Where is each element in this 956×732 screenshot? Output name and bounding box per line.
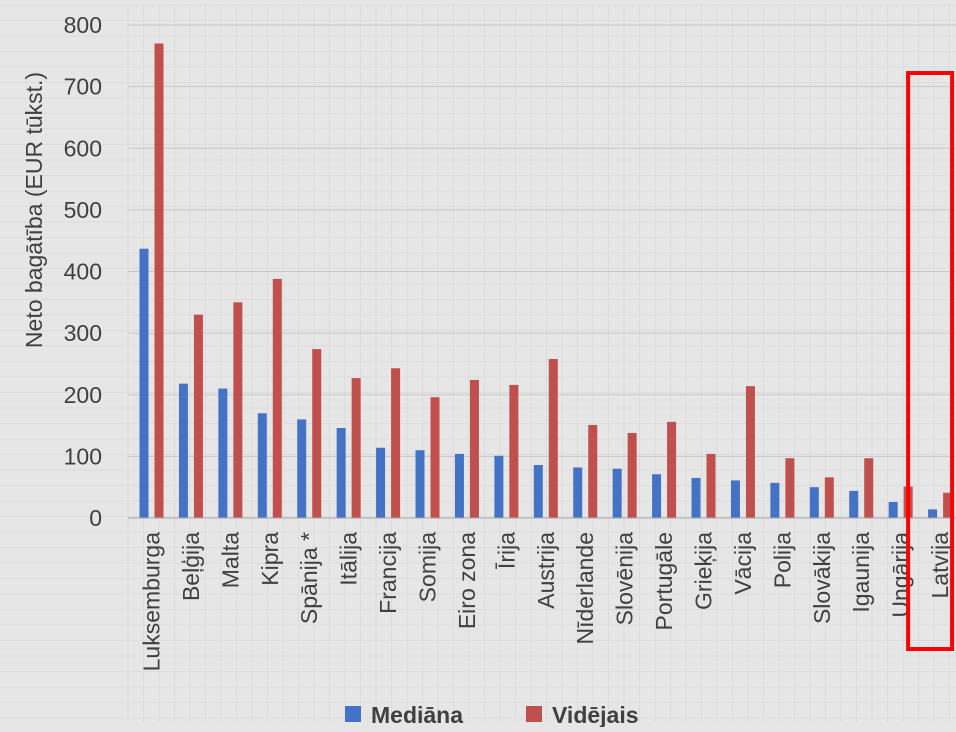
x-tick-label: Austrija — [533, 532, 559, 609]
bar-mediana — [257, 413, 267, 518]
bar-mediana — [178, 383, 188, 518]
x-tick-label: Slovēnija — [612, 532, 638, 626]
legend: Mediāna Vidējais — [345, 702, 639, 728]
bar-mediana — [297, 419, 307, 518]
bar-mediana — [770, 482, 780, 518]
bar-videjais — [193, 314, 203, 518]
bar-videjais — [943, 492, 953, 518]
x-tick-label: Vācija — [730, 532, 756, 595]
x-tick-label: Igaunija — [848, 532, 874, 613]
y-tick-label: 500 — [64, 197, 102, 223]
bar-videjais — [548, 359, 558, 518]
bar-videjais — [667, 421, 677, 518]
x-tick-label: Grieķija — [691, 532, 717, 610]
bar-mediana — [730, 480, 740, 518]
bar-videjais — [469, 379, 479, 518]
y-tick-label: 600 — [64, 135, 102, 161]
y-tick-label: 700 — [64, 74, 102, 100]
bar-videjais — [864, 458, 874, 518]
bar-videjais — [272, 278, 282, 518]
x-tick-label: Nīderlande — [572, 532, 598, 645]
x-tick-label: Polija — [769, 532, 795, 588]
bar-videjais — [745, 386, 755, 518]
legend-label-mediana: Mediāna — [371, 702, 463, 727]
bar-videjais — [706, 453, 716, 518]
bar-mediana — [888, 501, 898, 518]
bar-mediana — [652, 474, 662, 518]
x-axis-ticks: Luksemburga Beļģija Malta Kipra Spānija * Itā… — [139, 532, 954, 672]
x-tick-label: Francija — [375, 532, 401, 614]
x-tick-label: Itālija — [336, 532, 362, 586]
bar-mediana — [454, 453, 464, 518]
bar-videjais — [312, 349, 322, 518]
x-tick-label: Portugāle — [651, 532, 677, 630]
x-tick-label: Eiro zona — [454, 532, 480, 629]
x-tick-label: Luksemburga — [139, 532, 165, 672]
y-tick-label: 200 — [64, 382, 102, 408]
y-tick-label: 0 — [89, 505, 102, 531]
legend-label-videjais: Vidējais — [552, 702, 639, 727]
bar-videjais — [351, 378, 361, 518]
bar-mediana — [376, 447, 386, 518]
bar-mediana — [849, 490, 859, 518]
bar-mediana — [533, 465, 543, 518]
y-tick-label: 300 — [64, 320, 102, 346]
bar-mediana — [218, 388, 228, 518]
bar-videjais — [233, 302, 243, 518]
legend-swatch-mediana — [345, 706, 361, 722]
bar-mediana — [928, 509, 938, 518]
x-tick-label: Kipra — [257, 532, 283, 586]
y-axis-label: Neto bagātība (EUR tūkst.) — [21, 72, 47, 348]
x-tick-label: Īrija — [493, 532, 519, 569]
bar-videjais — [785, 458, 795, 518]
bars — [139, 43, 953, 519]
bar-videjais — [509, 384, 519, 518]
bar-mediana — [494, 455, 504, 518]
bar-mediana — [573, 467, 583, 518]
bar-videjais — [430, 397, 440, 518]
x-tick-label: Malta — [217, 532, 243, 588]
y-tick-label: 800 — [64, 12, 102, 38]
bar-mediana — [336, 428, 346, 518]
bar-videjais — [824, 477, 834, 518]
legend-swatch-videjais — [526, 706, 542, 722]
highlight-box — [906, 71, 955, 651]
bar-videjais — [391, 368, 401, 518]
x-tick-label: Spānija * — [296, 532, 322, 624]
y-tick-label: 400 — [64, 259, 102, 285]
x-tick-label: Beļģija — [178, 532, 204, 601]
bar-videjais — [627, 432, 637, 518]
x-tick-label: Latvija — [927, 532, 953, 599]
bar-mediana — [691, 477, 701, 518]
bar-videjais — [154, 43, 164, 519]
x-tick-label: Slovākija — [809, 532, 835, 624]
bar-mediana — [415, 450, 425, 518]
bar-mediana — [139, 248, 149, 519]
bar-mediana — [809, 487, 819, 518]
y-tick-label: 100 — [64, 443, 102, 469]
y-axis-ticks: 0 100 200 300 400 500 600 700 800 — [64, 12, 102, 531]
bar-mediana — [612, 468, 622, 518]
bar-videjais — [588, 424, 598, 518]
x-tick-label: Somija — [415, 532, 441, 603]
